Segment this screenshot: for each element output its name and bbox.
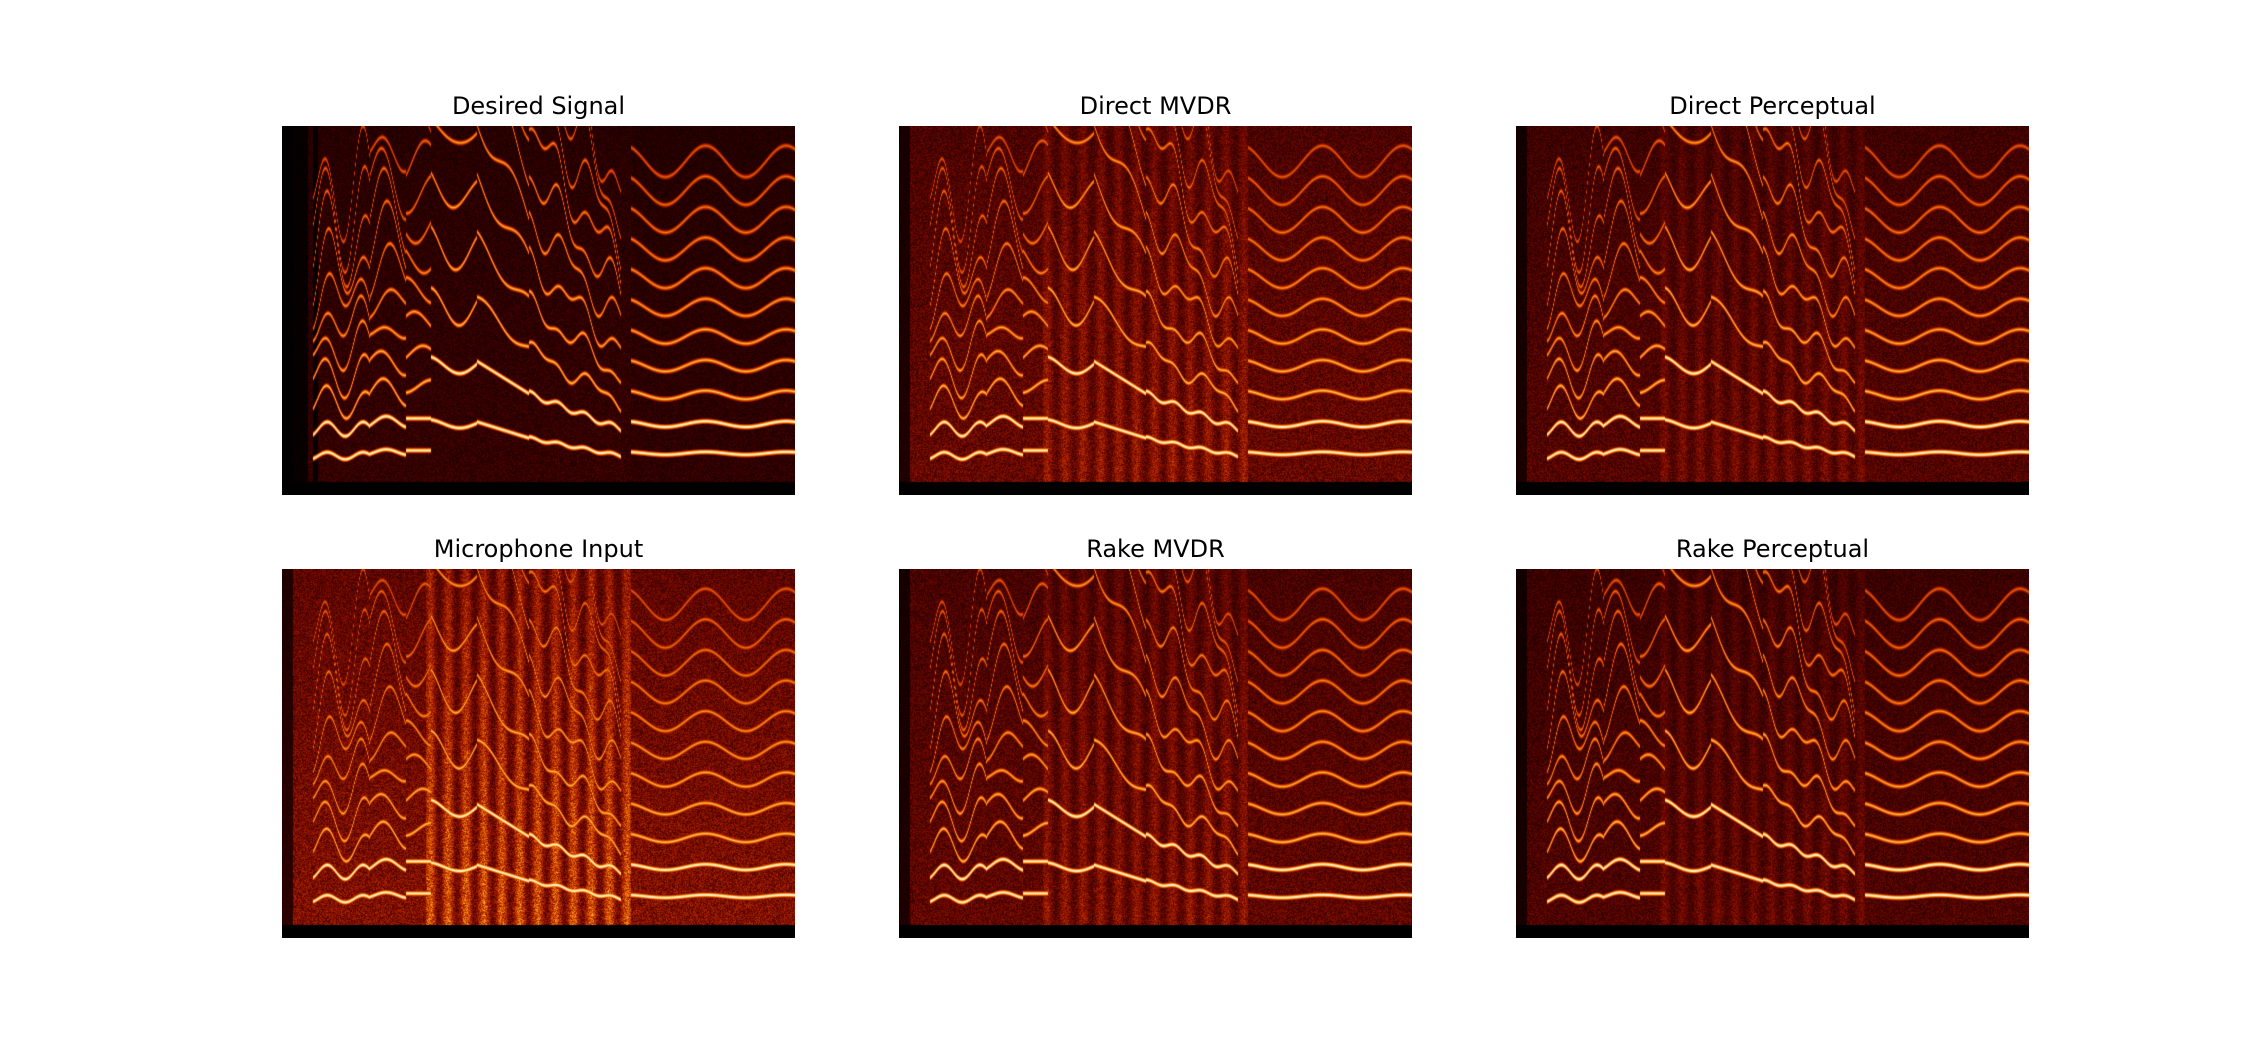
spectrogram-microphone-input (282, 569, 795, 938)
panel-direct-mvdr: Direct MVDR (899, 92, 1412, 495)
spectrogram-direct-mvdr (899, 126, 1412, 495)
panel-title: Direct MVDR (1079, 92, 1232, 120)
panel-desired-signal: Desired Signal (282, 92, 795, 495)
panel-title: Desired Signal (451, 92, 626, 120)
panel-title: Rake MVDR (1086, 535, 1225, 563)
spectrogram-direct-perceptual (1516, 126, 2029, 495)
panel-title: Rake Perceptual (1675, 535, 1870, 563)
spectrogram-desired-signal (282, 126, 795, 495)
spectrogram-rake-mvdr (899, 569, 1412, 938)
spectrogram-rake-perceptual (1516, 569, 2029, 938)
panel-microphone-input: Microphone Input (282, 535, 795, 938)
panel-title: Direct Perceptual (1669, 92, 1876, 120)
panel-rake-mvdr: Rake MVDR (899, 535, 1412, 938)
panel-title: Microphone Input (433, 535, 644, 563)
panel-rake-perceptual: Rake Perceptual (1516, 535, 2029, 938)
panel-direct-perceptual: Direct Perceptual (1516, 92, 2029, 495)
